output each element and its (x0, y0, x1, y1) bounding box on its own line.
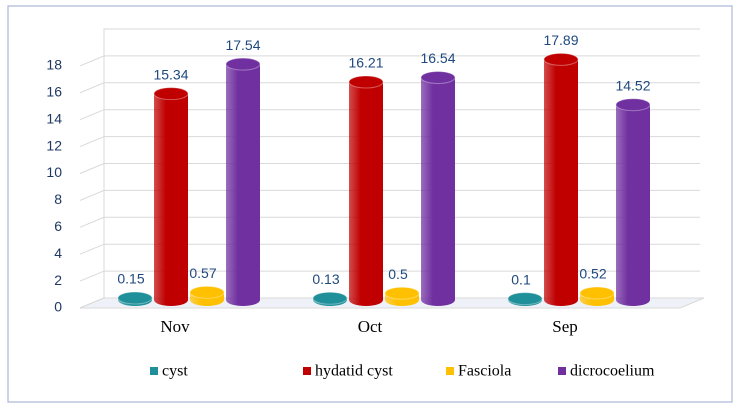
y-tick-label: 4 (54, 245, 62, 261)
bar (349, 81, 383, 307)
bar (421, 77, 455, 306)
bar-top (189, 285, 225, 299)
legend-label: hydatid cyst (315, 363, 393, 380)
legend-label: Fasciola (458, 363, 511, 380)
bar-top (312, 291, 348, 305)
x-tick-label: Oct (358, 317, 383, 336)
grid-line (79, 163, 700, 174)
value-label: 0.5 (388, 266, 408, 282)
bar-top (153, 87, 189, 101)
value-label: 0.1 (511, 271, 531, 287)
y-tick-label: 10 (46, 164, 62, 180)
grid-line (79, 270, 700, 282)
y-tick-label: 2 (54, 272, 62, 288)
legend-swatch (446, 367, 454, 375)
y-tick-label: 12 (46, 137, 62, 153)
x-tick-label: Sep (552, 317, 578, 336)
y-tick-label: 8 (54, 191, 62, 207)
bar-top (579, 286, 615, 300)
grid-line (79, 243, 700, 255)
grid-line (79, 82, 700, 94)
y-tick-label: 14 (46, 110, 62, 126)
y-tick-label: 0 (54, 299, 62, 315)
y-tick-label: 16 (46, 84, 62, 100)
value-label: 0.52 (579, 266, 606, 282)
bar-top (420, 71, 456, 85)
value-label: 14.52 (615, 77, 650, 93)
y-tick-label: 6 (54, 218, 62, 234)
value-label: 17.89 (543, 32, 578, 48)
bar (544, 59, 578, 306)
bar-top (615, 98, 651, 112)
grid-line (79, 216, 700, 228)
legend-swatch (558, 367, 566, 375)
bar (226, 64, 260, 306)
value-label: 0.13 (312, 271, 339, 287)
grid-line (79, 136, 700, 148)
bar (616, 104, 650, 307)
x-tick-label: Nov (160, 317, 190, 336)
bar (154, 93, 188, 306)
legend-swatch (150, 367, 158, 375)
value-label: 16.54 (420, 50, 455, 66)
grid-line (79, 55, 700, 67)
value-label: 16.21 (348, 55, 383, 71)
bar-top (384, 286, 420, 300)
bar-top (507, 292, 543, 306)
grid-line (79, 189, 700, 201)
value-label: 17.54 (225, 37, 260, 53)
bar-top (225, 57, 261, 71)
legend-swatch (303, 367, 311, 375)
bar-top (348, 75, 384, 89)
value-label: 15.34 (153, 66, 188, 82)
value-label: 0.57 (189, 265, 216, 281)
y-tick-label: 18 (46, 57, 62, 73)
legend-label: cyst (162, 363, 188, 380)
legend-label: dicrocoelium (570, 363, 655, 380)
value-label: 0.15 (117, 271, 144, 287)
bar-top (543, 52, 579, 66)
grid-line (79, 109, 700, 121)
bar-top (117, 291, 153, 305)
